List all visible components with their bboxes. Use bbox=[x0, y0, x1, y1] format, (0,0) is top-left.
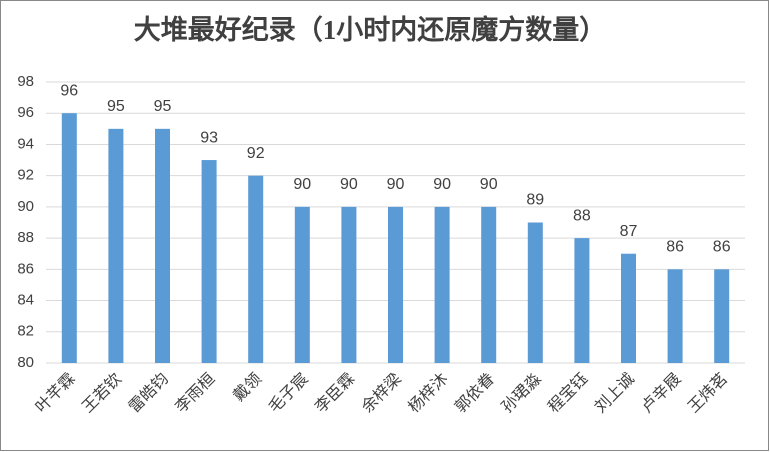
bar bbox=[714, 269, 730, 363]
bar bbox=[621, 253, 636, 363]
bar bbox=[108, 128, 124, 363]
bar bbox=[294, 206, 310, 363]
data-label: 90 bbox=[480, 176, 498, 193]
data-label: 87 bbox=[620, 223, 638, 240]
data-label: 88 bbox=[573, 207, 591, 224]
y-tick-label: 88 bbox=[17, 229, 34, 246]
y-tick-label: 96 bbox=[17, 104, 34, 121]
bar bbox=[667, 269, 683, 363]
data-label: 86 bbox=[713, 239, 731, 256]
data-label: 96 bbox=[60, 82, 78, 99]
y-tick-label: 92 bbox=[17, 167, 34, 184]
y-tick-label: 84 bbox=[17, 292, 34, 309]
data-label: 95 bbox=[154, 98, 172, 115]
data-label: 86 bbox=[666, 239, 684, 256]
chart-title: 大堆最好纪录（1小时内还原魔方数量） bbox=[134, 14, 607, 45]
bar bbox=[341, 206, 357, 363]
data-label: 89 bbox=[526, 192, 544, 209]
y-tick-label: 90 bbox=[17, 198, 34, 215]
bar bbox=[574, 238, 590, 363]
bar bbox=[388, 206, 403, 363]
y-tick-label: 82 bbox=[17, 323, 34, 340]
data-label: 90 bbox=[340, 176, 358, 193]
data-label: 92 bbox=[247, 145, 265, 162]
bar bbox=[481, 206, 497, 363]
bar bbox=[61, 113, 77, 363]
bar bbox=[434, 206, 450, 363]
bar bbox=[201, 160, 217, 363]
bar bbox=[527, 222, 543, 363]
data-label: 90 bbox=[387, 176, 405, 193]
data-label: 93 bbox=[200, 129, 218, 146]
y-tick-label: 86 bbox=[17, 260, 34, 277]
data-label: 95 bbox=[107, 98, 125, 115]
y-tick-label: 94 bbox=[17, 135, 34, 152]
data-label: 90 bbox=[433, 176, 451, 193]
data-label: 90 bbox=[293, 176, 311, 193]
y-tick-label: 98 bbox=[17, 73, 34, 90]
y-tick-label: 80 bbox=[17, 354, 34, 371]
bar bbox=[155, 128, 170, 363]
bar bbox=[248, 175, 264, 363]
